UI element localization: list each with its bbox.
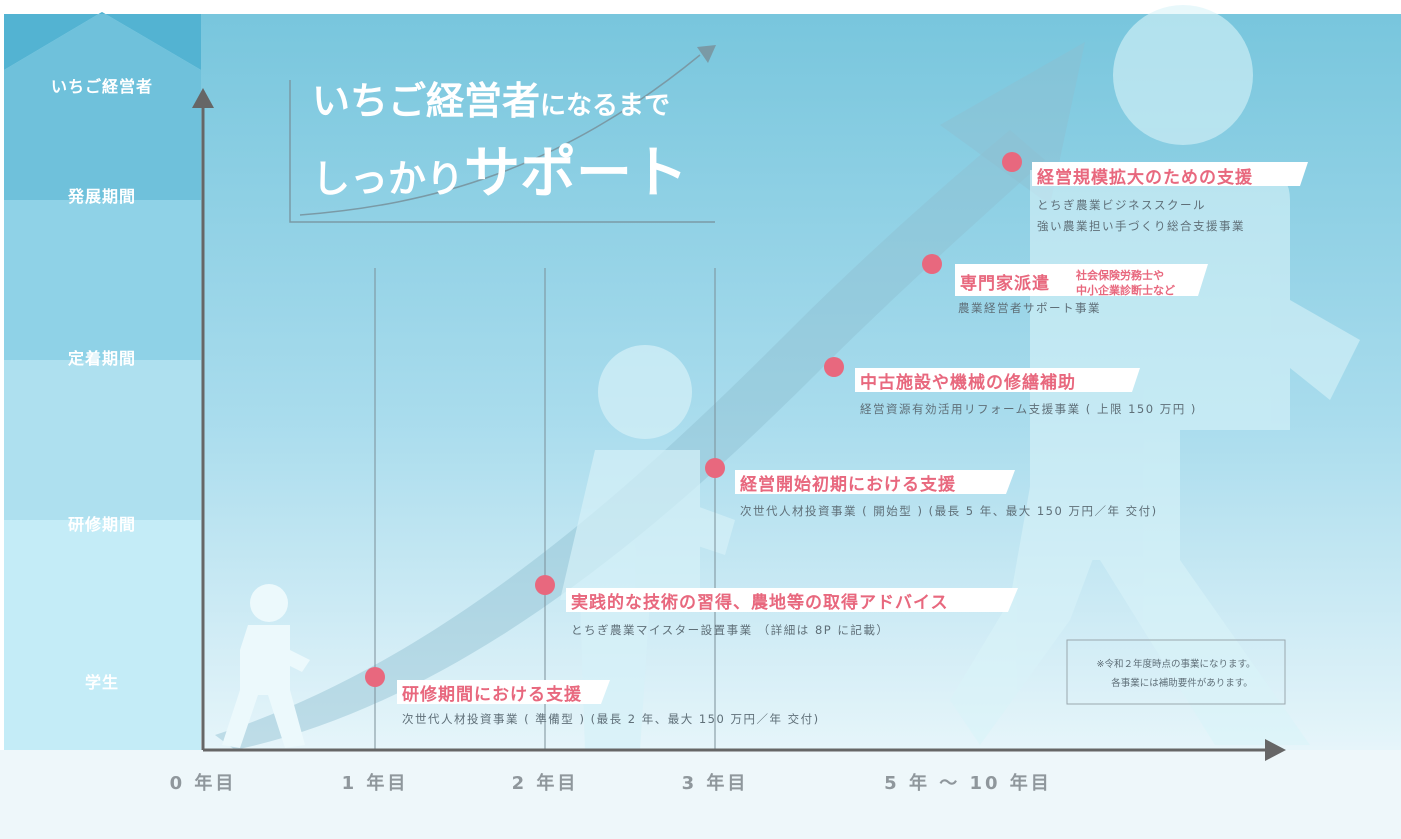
label-ribbon bbox=[397, 680, 610, 704]
timeline-label-year0: 0 年目 bbox=[170, 772, 237, 794]
support-detail: 経営資源有効活用リフォーム支援事業 ( 上限 150 万円 ) bbox=[860, 402, 1197, 416]
stage-band-manager bbox=[4, 12, 201, 70]
walking-person-large-icon bbox=[950, 5, 1360, 745]
support-detail: とちぎ農業マイスター設置事業 （詳細は 8P に記載） bbox=[571, 623, 889, 637]
support-tag-line: 社会保険労務士や bbox=[1075, 268, 1164, 282]
support-dot bbox=[365, 667, 385, 687]
footer-band bbox=[0, 750, 1401, 839]
page-title-line-2: しっかりサポート bbox=[312, 141, 688, 206]
stage-band-growth bbox=[4, 12, 201, 200]
label-ribbon bbox=[855, 368, 1140, 392]
support-title: 経営規模拡大のための支援 bbox=[1037, 167, 1253, 188]
title-line2-a: しっかり bbox=[312, 157, 464, 201]
support-item-early: 経営開始初期における支援 次世代人材投資事業 ( 開始型 ) (最長 5 年、最… bbox=[705, 458, 1158, 518]
support-title: 中古施設や機械の修繕補助 bbox=[860, 372, 1076, 393]
support-detail: とちぎ農業ビジネススクール bbox=[1037, 198, 1206, 212]
stage-label-student: 学生 bbox=[85, 673, 119, 692]
label-ribbon bbox=[955, 264, 1208, 296]
support-dot bbox=[705, 458, 725, 478]
support-dot bbox=[535, 575, 555, 595]
support-item-expansion: 経営規模拡大のための支援 とちぎ農業ビジネススクール 強い農業担い手づくり総合支… bbox=[1002, 152, 1308, 233]
support-dot bbox=[1002, 152, 1022, 172]
support-item-specialist: 専門家派遣 社会保険労務士や 中小企業診断士など 農業経営者サポート事業 bbox=[922, 254, 1208, 315]
label-ribbon bbox=[566, 588, 1018, 612]
timeline-label-year1: 1 年目 bbox=[342, 772, 409, 794]
page-title-line-1: いちご経営者になるまで bbox=[312, 79, 670, 123]
support-dot bbox=[824, 357, 844, 377]
stage-label-growth: 発展期間 bbox=[67, 187, 136, 206]
stage-label-manager: いちご経営者 bbox=[51, 77, 153, 96]
stage-label-settling: 定着期間 bbox=[67, 349, 136, 368]
title-main: いちご経営者 bbox=[312, 79, 540, 123]
support-tag-line: 中小企業診断士など bbox=[1076, 283, 1175, 297]
support-title: 経営開始初期における支援 bbox=[740, 474, 956, 495]
support-item-repair: 中古施設や機械の修繕補助 経営資源有効活用リフォーム支援事業 ( 上限 150 … bbox=[824, 357, 1197, 416]
note-box: ※令和２年度時点の事業になります。 各事業には補助要件があります。 bbox=[1066, 639, 1286, 705]
title-block: いちご経営者になるまで しっかりサポート bbox=[289, 45, 716, 223]
support-title: 専門家派遣 bbox=[960, 273, 1050, 294]
support-item-training: 研修期間における支援 次世代人材投資事業 ( 準備型 ) (最長 2 年、最大 … bbox=[365, 667, 820, 726]
y-axis-arrowhead bbox=[192, 88, 214, 108]
growth-arrow-band bbox=[215, 130, 1045, 750]
stage-label-training: 研修期間 bbox=[68, 515, 136, 534]
title-trend-arrowhead bbox=[697, 45, 716, 63]
support-detail: 次世代人材投資事業 ( 開始型 ) (最長 5 年、最大 150 万円／年 交付… bbox=[740, 504, 1158, 518]
support-detail: 次世代人材投資事業 ( 準備型 ) (最長 2 年、最大 150 万円／年 交付… bbox=[402, 712, 820, 726]
stage-column: いちご経営者 発展期間 定着期間 研修期間 学生 bbox=[4, 12, 201, 750]
stage-band-student bbox=[4, 460, 201, 750]
label-ribbon bbox=[735, 470, 1015, 494]
support-item-practical: 実践的な技術の習得、農地等の取得アドバイス とちぎ農業マイスター設置事業 （詳細… bbox=[535, 575, 1018, 637]
walking-person-small-icon bbox=[222, 584, 310, 748]
support-title: 実践的な技術の習得、農地等の取得アドバイス bbox=[571, 592, 949, 613]
label-ribbon bbox=[1032, 162, 1308, 186]
title-line2-b: サポート bbox=[464, 141, 688, 206]
title-rest: になるまで bbox=[540, 91, 670, 121]
timeline-label-year2: 2 年目 bbox=[512, 772, 579, 794]
x-axis-arrowhead bbox=[1265, 739, 1286, 761]
support-dot bbox=[922, 254, 942, 274]
note-line-2: 各事業には補助要件があります。 bbox=[1111, 677, 1253, 689]
support-detail: 強い農業担い手づくり総合支援事業 bbox=[1037, 219, 1245, 233]
timeline-label-year3: 3 年目 bbox=[682, 772, 749, 794]
title-trend-curve bbox=[299, 54, 701, 216]
support-detail: 農業経営者サポート事業 bbox=[958, 301, 1101, 315]
note-line-1: ※令和２年度時点の事業になります。 bbox=[1096, 658, 1255, 670]
support-title: 研修期間における支援 bbox=[402, 684, 582, 705]
title-frame bbox=[289, 80, 715, 223]
timeline-label-year5-10: 5 年 〜 10 年目 bbox=[884, 772, 1052, 794]
